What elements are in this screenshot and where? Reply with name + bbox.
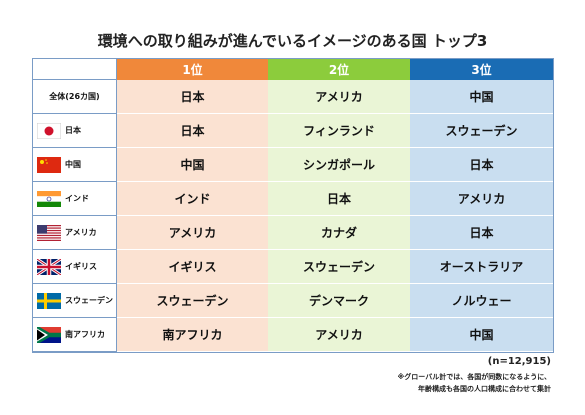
note: 年齢構成も各国の人口構成に合わせて集計: [418, 384, 551, 394]
rank-cell: アメリカ: [268, 318, 410, 352]
rank-cell: イギリス: [117, 250, 268, 284]
note: (n=12,915): [488, 356, 551, 367]
table-frame: [32, 58, 554, 353]
flag: [37, 224, 61, 241]
text: 日本: [469, 226, 494, 240]
text: 日本: [180, 90, 205, 104]
text: 南アフリカ: [162, 328, 223, 342]
rank-cell: カナダ: [268, 216, 410, 250]
text: インド: [174, 192, 211, 206]
row-label: アメリカ: [33, 216, 117, 250]
rank-cell: アメリカ: [117, 216, 268, 250]
header-blank: [33, 59, 117, 80]
rank-cell: オーストラリア: [410, 250, 553, 284]
flag: [37, 190, 61, 207]
flag: [37, 258, 61, 275]
text: デンマーク: [308, 294, 369, 308]
column-header: 1位: [117, 59, 268, 80]
text: 中国: [180, 158, 205, 172]
row-label: スウェーデン: [33, 284, 117, 318]
text: スウェーデン: [65, 296, 113, 305]
text: アメリカ: [65, 228, 97, 237]
row-label: イギリス: [33, 250, 117, 284]
title: 環境への取り組みが進んでいるイメージのある国 トップ3: [97, 32, 488, 50]
text: カナダ: [320, 226, 357, 240]
text: インド: [65, 194, 89, 203]
text: 全体(26カ国): [49, 92, 100, 101]
rank-cell: 日本: [268, 182, 410, 216]
rank-cell: ノルウェー: [410, 284, 553, 318]
text: 日本: [326, 192, 351, 206]
text: オーストラリア: [439, 260, 524, 274]
rank-cell: デンマーク: [268, 284, 410, 318]
text: 南アフリカ: [65, 330, 105, 339]
text: 日本: [469, 158, 494, 172]
text: 2位: [328, 63, 350, 77]
rank-cell: フィンランド: [268, 114, 410, 148]
text: シンガポール: [302, 158, 375, 172]
text: イギリス: [65, 262, 97, 271]
row-label: 南アフリカ: [33, 318, 117, 352]
flag: [37, 292, 61, 309]
flag: [37, 326, 61, 343]
text: ※グローバル計では、各国が同数になるように、: [397, 373, 551, 381]
text: 日本: [65, 126, 81, 135]
text: アメリカ: [168, 226, 217, 240]
rank-cell: 中国: [410, 80, 553, 114]
rank-cell: 日本: [410, 216, 553, 250]
text: 年齢構成も各国の人口構成に合わせて集計: [418, 385, 551, 393]
rank-cell: インド: [117, 182, 268, 216]
row-label: 日本: [33, 114, 117, 148]
row-label: インド: [33, 182, 117, 216]
text: スウェーデン: [445, 124, 518, 138]
rank-cell: スウェーデン: [268, 250, 410, 284]
text: スウェーデン: [156, 294, 229, 308]
rank-cell: 日本: [410, 148, 553, 182]
text: 中国: [65, 160, 81, 169]
text: アメリカ: [457, 192, 506, 206]
text: スウェーデン: [302, 260, 375, 274]
flag: [37, 122, 61, 139]
text: 中国: [469, 328, 494, 342]
text: 3位: [471, 63, 492, 77]
rank-cell: アメリカ: [268, 80, 410, 114]
note: ※グローバル計では、各国が同数になるように、: [397, 372, 551, 382]
text: イギリス: [168, 260, 217, 274]
rank-cell: 日本: [117, 114, 268, 148]
text: フィンランド: [303, 124, 375, 138]
column-header: 2位: [268, 59, 410, 80]
rank-cell: 南アフリカ: [117, 318, 268, 352]
rank-cell: スウェーデン: [410, 114, 553, 148]
rank-cell: 中国: [117, 148, 268, 182]
row-label: 中国: [33, 148, 117, 182]
column-header: 3位: [410, 59, 553, 80]
text: アメリカ: [315, 90, 363, 104]
row-label: 全体(26カ国): [33, 80, 117, 114]
text: (n=12,915): [487, 356, 551, 367]
text: ノルウェー: [451, 294, 512, 308]
text: 中国: [469, 90, 494, 104]
rank-cell: シンガポール: [268, 148, 410, 182]
text: 日本: [180, 124, 205, 138]
rank-cell: スウェーデン: [117, 284, 268, 318]
flag: [37, 156, 61, 173]
text: 1位: [182, 63, 203, 77]
rank-cell: アメリカ: [410, 182, 553, 216]
rank-cell: 中国: [410, 318, 553, 352]
rank-cell: 日本: [117, 80, 268, 114]
text: アメリカ: [315, 328, 363, 342]
